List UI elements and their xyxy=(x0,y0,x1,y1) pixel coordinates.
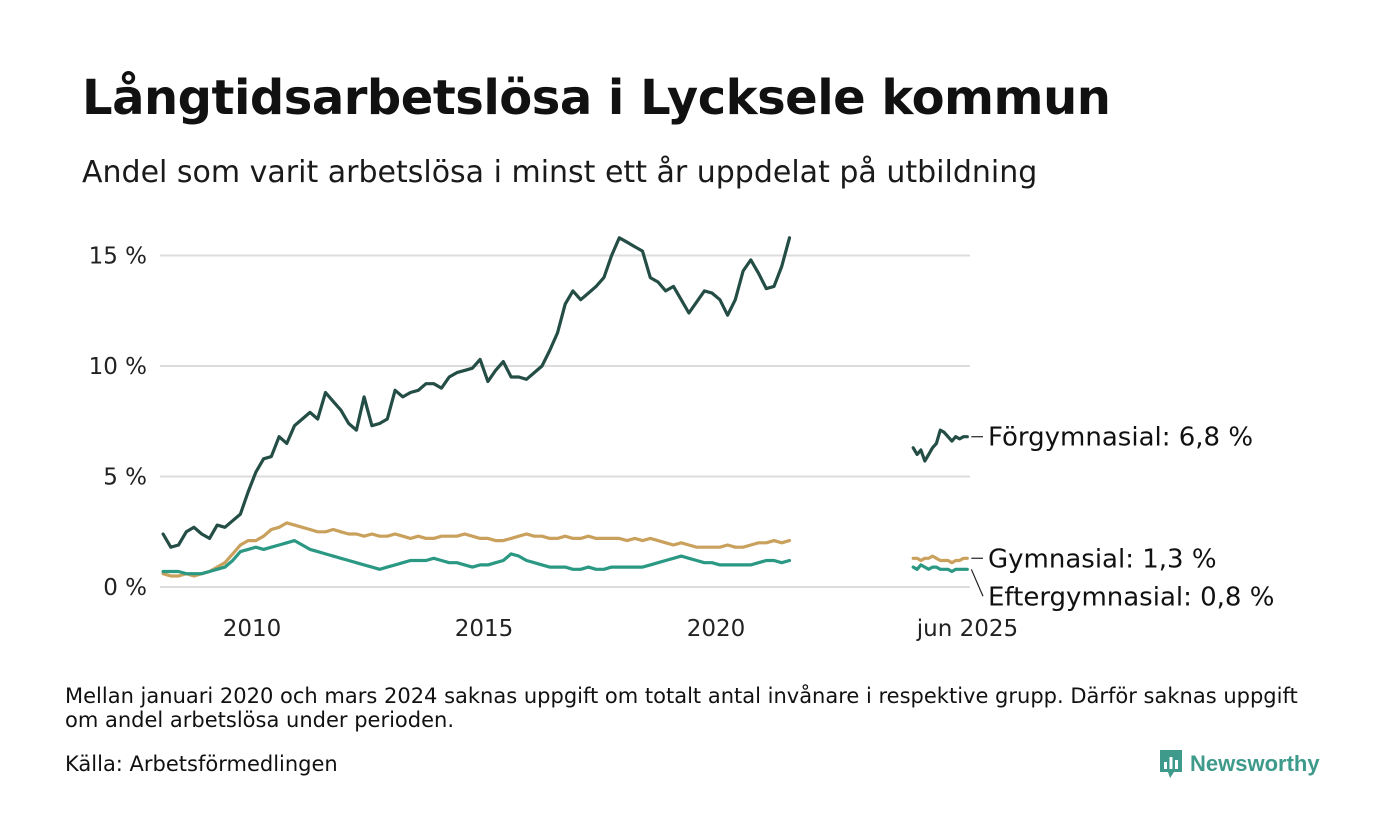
series-end-labels: Förgymnasial: 6,8 % Gymnasial: 1,3 % Efter… xyxy=(970,423,1274,612)
series-line-eftergymnasial xyxy=(911,563,969,574)
end-label-förgymnasial: Förgymnasial: 6,8 % xyxy=(988,423,1253,453)
chart-subtitle: Andel som varit arbetslösa i minst ett å… xyxy=(82,155,1038,190)
series-line-gymnasial xyxy=(911,554,969,565)
x-tick-label: 2010 xyxy=(223,616,282,642)
brand: Newsworthy xyxy=(1158,748,1320,780)
line-chart: 0 % 5 % 10 % 15 % 2010 2015 2020 jun 2025 Förg… xyxy=(89,236,1274,642)
series-line-förgymnasial xyxy=(161,236,792,549)
end-label-gymnasial: Gymnasial: 1,3 % xyxy=(988,544,1217,574)
footnote: Mellan januari 2020 och mars 2024 saknas… xyxy=(65,684,1298,732)
y-axis-labels: 0 % 5 % 10 % 15 % xyxy=(89,244,147,602)
series-line-förgymnasial xyxy=(911,428,969,463)
source-credit: Källa: Arbetsförmedlingen xyxy=(65,752,338,776)
y-tick-label: 0 % xyxy=(103,575,147,601)
x-tick-label: 2020 xyxy=(687,616,746,642)
series-lines xyxy=(161,236,969,578)
gridlines xyxy=(160,254,970,588)
y-tick-label: 5 % xyxy=(103,465,147,491)
newsworthy-logo-icon xyxy=(1160,750,1182,778)
x-tick-label: 2015 xyxy=(455,616,514,642)
series-line-gymnasial xyxy=(161,521,792,578)
chart-title: Långtidsarbetslösa i Lycksele kommun xyxy=(82,70,1111,126)
end-label-leader xyxy=(970,569,984,597)
x-axis-labels: 2010 2015 2020 jun 2025 xyxy=(223,616,1018,642)
y-tick-label: 10 % xyxy=(89,354,147,380)
x-tick-label: jun 2025 xyxy=(916,616,1018,642)
end-label-eftergymnasial: Eftergymnasial: 0,8 % xyxy=(988,582,1274,612)
series-line-eftergymnasial xyxy=(161,538,792,576)
y-tick-label: 15 % xyxy=(89,244,147,270)
brand-name: Newsworthy xyxy=(1190,751,1320,776)
